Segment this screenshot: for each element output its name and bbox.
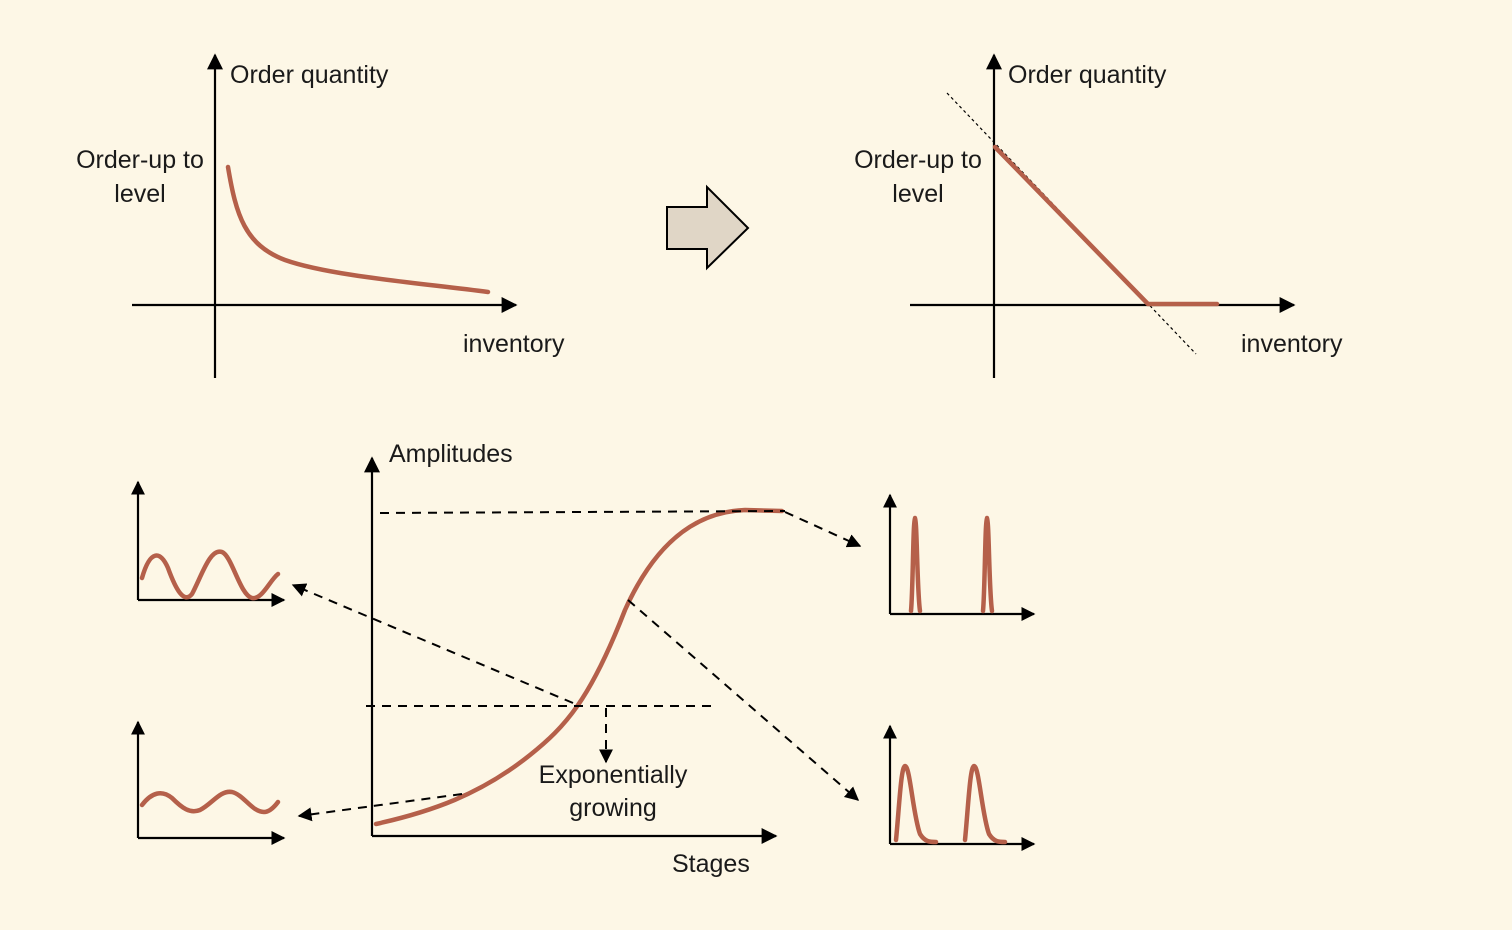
top-dashed-guide [379, 510, 786, 514]
top-left-level-label-2: level [114, 180, 165, 208]
top-right-plot: Order quantity inventory Order-up to lev… [854, 53, 1343, 378]
upper-right-spike-2 [980, 515, 995, 614]
top-left-plot: Order quantity inventory Order-up to lev… [76, 53, 565, 378]
top-left-x-label: inventory [463, 330, 565, 358]
lower-right-pulse-2 [962, 763, 1008, 845]
top-left-order-curve [225, 164, 491, 295]
small-plot-upper-right [883, 493, 1036, 621]
top-right-order-curve [992, 144, 1220, 307]
upper-left-wave [139, 549, 281, 601]
arrow-to-upper-left [291, 583, 574, 704]
arrow-to-lower-left [297, 793, 463, 822]
bottom-y-label: Amplitudes [389, 440, 513, 468]
bottom-x-label: Stages [672, 850, 750, 878]
lower-right-pulse-1 [893, 763, 939, 845]
arrow-to-upper-right [784, 511, 862, 548]
small-plot-lower-right [883, 724, 1036, 851]
bottom-main-plot: Amplitudes Stages Exponentially growing [291, 440, 862, 878]
upper-right-spike-1 [908, 515, 923, 614]
small-plot-lower-left [131, 720, 286, 845]
amplitude-s-curve [373, 507, 785, 827]
top-right-level-label-2: level [892, 180, 943, 208]
top-left-level-label-1: Order-up to [76, 146, 204, 174]
top-right-x-label: inventory [1241, 330, 1343, 358]
top-left-y-label: Order quantity [230, 61, 389, 89]
small-plot-upper-left [131, 480, 286, 607]
exponential-note-1: Exponentially [539, 761, 688, 789]
lower-left-wave [139, 789, 281, 815]
top-right-y-label: Order quantity [1008, 61, 1167, 89]
exponential-note-2: growing [569, 794, 657, 822]
transition-arrow-icon [666, 184, 750, 271]
arrow-to-lower-right [627, 599, 860, 801]
top-right-level-label-1: Order-up to [854, 146, 982, 174]
